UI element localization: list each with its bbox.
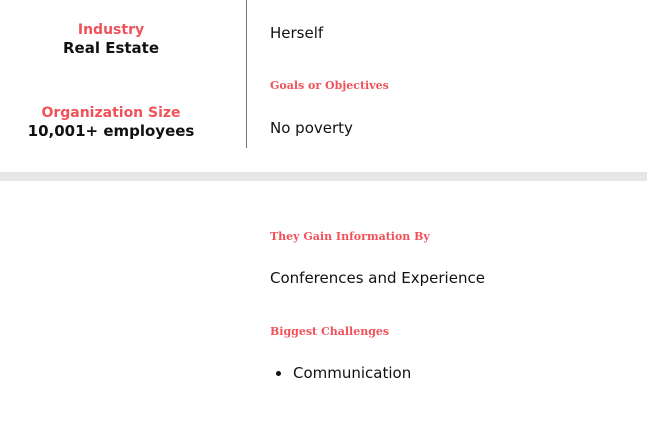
challenges-list: Communication bbox=[276, 363, 411, 383]
bullet-icon bbox=[276, 370, 281, 376]
section-divider bbox=[0, 172, 647, 181]
column-divider bbox=[246, 0, 247, 148]
goals-label: Goals or Objectives bbox=[270, 79, 389, 92]
industry-block: Industry Real Estate bbox=[0, 21, 222, 58]
org-size-block: Organization Size 10,001+ employees bbox=[0, 104, 222, 141]
challenge-text: Communication bbox=[293, 364, 412, 382]
gain-info-label: They Gain Information By bbox=[270, 230, 430, 243]
challenges-label: Biggest Challenges bbox=[270, 325, 390, 338]
list-item: Communication bbox=[276, 363, 411, 383]
gain-info-value: Conferences and Experience bbox=[270, 269, 485, 287]
goals-value: No poverty bbox=[270, 119, 353, 137]
industry-label: Industry bbox=[77, 22, 145, 38]
org-size-label: Organization Size bbox=[41, 105, 181, 121]
reports-to-value: Herself bbox=[270, 24, 324, 42]
org-size-value: 10,001+ employees bbox=[27, 122, 195, 140]
industry-value: Real Estate bbox=[62, 39, 160, 57]
